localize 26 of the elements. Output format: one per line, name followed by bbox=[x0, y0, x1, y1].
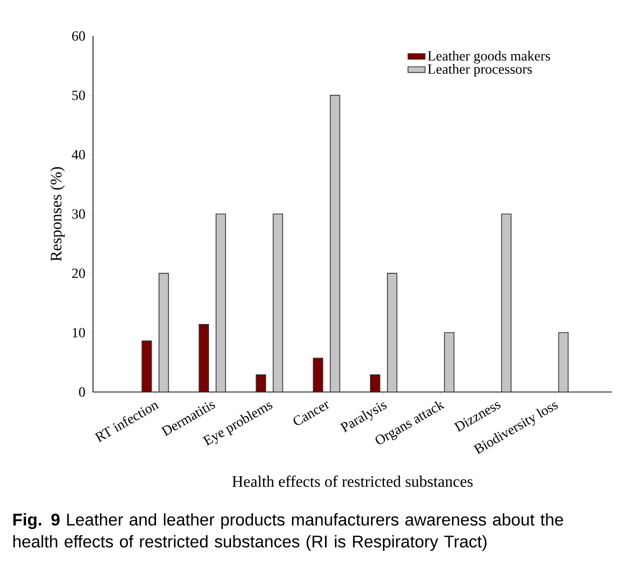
bar bbox=[158, 272, 169, 392]
y-tick-label: 40 bbox=[72, 150, 85, 160]
y-tick-label: 50 bbox=[72, 90, 85, 100]
bar bbox=[142, 340, 152, 392]
legend-label: Leather goods makers bbox=[428, 50, 550, 64]
bar bbox=[386, 272, 398, 392]
bar bbox=[444, 332, 454, 392]
y-tick-label: 30 bbox=[72, 209, 85, 219]
bar bbox=[370, 374, 380, 392]
y-tick-label: 0 bbox=[79, 387, 85, 397]
bar bbox=[272, 214, 284, 392]
y-tick-label: 10 bbox=[72, 328, 85, 338]
bar bbox=[216, 214, 226, 392]
bar bbox=[501, 214, 512, 392]
y-axis-title: Responses (%) bbox=[50, 167, 65, 262]
text: Fig. 9 Leather and leather products manufacturers awareness about the health effects of restricted substances (RI is Respiratory Tract) bbox=[13, 513, 564, 551]
y-tick-label: 20 bbox=[72, 268, 85, 278]
x-tick-label: Cancer bbox=[294, 401, 330, 426]
bar bbox=[198, 324, 209, 392]
bar bbox=[330, 94, 340, 392]
bar bbox=[558, 332, 569, 392]
bar bbox=[312, 358, 324, 392]
x-axis-title: Health effects of restricted substances bbox=[232, 476, 473, 487]
y-tick-label: 60 bbox=[72, 31, 85, 41]
bar bbox=[256, 374, 266, 392]
legend-label: Leather processors bbox=[428, 64, 532, 77]
